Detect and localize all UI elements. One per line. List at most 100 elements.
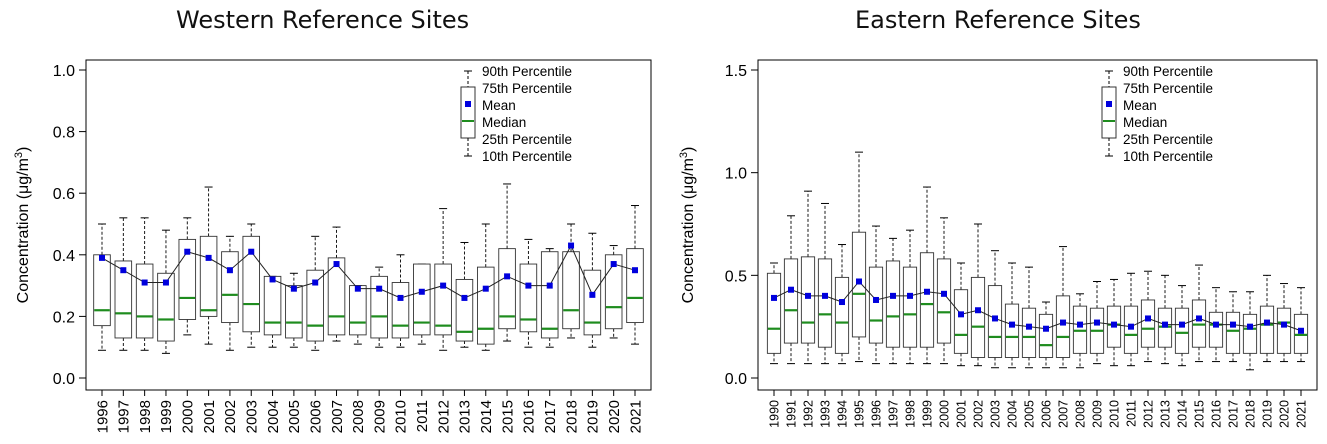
box-iqr: [285, 285, 303, 339]
box-iqr: [519, 263, 538, 333]
mean-marker: [269, 276, 276, 283]
box-iqr: [953, 289, 969, 354]
mean-marker: [1247, 323, 1253, 330]
legend-mean-marker: [1106, 101, 1112, 107]
legend-label-median: Median: [482, 115, 526, 130]
mean-marker: [568, 242, 575, 249]
mean-marker: [1128, 323, 1134, 330]
x-tick-label: 2008: [1073, 400, 1087, 428]
legend-label-mean: Mean: [482, 98, 516, 113]
x-tick-label: 2005: [286, 400, 303, 433]
y-tick-label: 0.6: [53, 186, 75, 203]
x-tick-label: 1999: [158, 400, 175, 433]
mean-marker: [1230, 321, 1236, 328]
x-tick-label: 2015: [1192, 400, 1206, 428]
legend-label-p90: 90th Percentile: [482, 64, 572, 79]
mean-marker: [1043, 325, 1049, 332]
box-iqr: [413, 263, 431, 336]
x-tick-label: 2010: [393, 400, 410, 433]
x-tick-label: 1991: [784, 400, 798, 428]
mean-marker: [788, 286, 794, 293]
box-iqr: [902, 266, 918, 348]
box-iqr: [391, 282, 410, 339]
x-tick-label: 2016: [521, 400, 538, 433]
x-tick-label: 2017: [1226, 400, 1240, 428]
x-tick-label: 2010: [1107, 400, 1121, 428]
mean-marker: [1162, 321, 1168, 328]
x-tick-label: 2009: [1090, 400, 1104, 428]
x-tick-label: 2021: [1294, 400, 1308, 428]
box-iqr: [114, 260, 133, 339]
mean-marker: [120, 267, 127, 274]
legend-box: [460, 86, 476, 139]
mean-marker: [1179, 321, 1185, 328]
mean-marker: [376, 285, 383, 292]
x-tick-label: 1990: [767, 400, 781, 428]
x-tick-label: 2000: [937, 400, 951, 428]
y-tick-label: 1.0: [53, 63, 75, 80]
x-tick-label: 1999: [920, 400, 934, 428]
legend-label-p10: 10th Percentile: [482, 149, 572, 164]
box-iqr: [1242, 313, 1258, 354]
mean-marker: [162, 279, 169, 286]
mean-marker: [610, 261, 617, 268]
box-iqr: [93, 254, 111, 327]
x-tick-label: 2011: [1124, 400, 1138, 427]
x-tick-label: 2004: [265, 400, 282, 433]
mean-marker: [975, 307, 981, 314]
mean-marker: [771, 294, 777, 301]
box-iqr: [178, 238, 197, 320]
box-iqr: [157, 272, 175, 342]
mean-marker: [907, 292, 913, 299]
box-iqr: [306, 269, 324, 342]
x-tick-label: 2021: [627, 400, 644, 433]
x-tick-label: 2008: [350, 400, 367, 433]
mean-marker: [1077, 321, 1083, 328]
x-tick-label: 1996: [94, 400, 111, 433]
box-iqr: [766, 272, 782, 354]
x-tick-label: 1997: [116, 400, 133, 433]
y-tick-label: 0.5: [725, 268, 747, 285]
mean-marker: [482, 285, 489, 292]
mean-marker: [1094, 319, 1100, 326]
x-tick-label: 2013: [1158, 400, 1172, 428]
plot-frame: [757, 59, 1318, 391]
mean-marker: [1281, 321, 1287, 328]
box-iqr: [1225, 311, 1241, 354]
box-iqr: [817, 258, 833, 348]
box-iqr: [1004, 303, 1020, 358]
y-tick-label: 0.0: [53, 371, 75, 388]
mean-marker: [546, 282, 553, 289]
box-iqr: [604, 254, 623, 330]
x-tick-label: 2005: [1022, 400, 1036, 428]
x-tick-label: 2020: [606, 400, 623, 433]
x-tick-label: 2009: [371, 400, 388, 433]
chart-panel-west: Western Reference Sites 0.0 0.2 0.4 0.6 0.8 1…: [0, 0, 663, 444]
y-tick-label: 0.8: [53, 125, 75, 142]
mean-marker: [525, 282, 532, 289]
box-plot-west: 0.0 0.2 0.4 0.6 0.8 1.0 Concentration (μg/m3) 1…: [13, 59, 652, 433]
x-tick-label: 2020: [1277, 400, 1291, 428]
mean-marker: [184, 248, 191, 255]
box-iqr: [1021, 307, 1037, 358]
mean-marker: [205, 254, 212, 261]
mean-marker: [1026, 323, 1032, 330]
box-iqr: [1276, 307, 1292, 354]
mean-marker: [941, 290, 947, 297]
box-iqr: [1038, 313, 1054, 358]
mean-marker: [1111, 321, 1117, 328]
mean-marker: [461, 294, 468, 301]
box-iqr: [434, 263, 452, 336]
x-tick-label: 2000: [180, 400, 197, 433]
mean-line: [101, 244, 636, 299]
box-iqr: [1208, 311, 1224, 348]
box-iqr: [221, 251, 239, 324]
mean-marker: [440, 282, 447, 289]
x-tick-label: 2013: [457, 400, 474, 433]
x-tick-label: 2019: [585, 400, 602, 433]
legend-label-p10: 10th Percentile: [1123, 149, 1213, 164]
y-axis-label: Concentration (μg/m3): [13, 147, 32, 304]
box-iqr: [936, 258, 952, 344]
x-tick-label: 2019: [1260, 400, 1274, 428]
mean-marker: [924, 288, 930, 295]
